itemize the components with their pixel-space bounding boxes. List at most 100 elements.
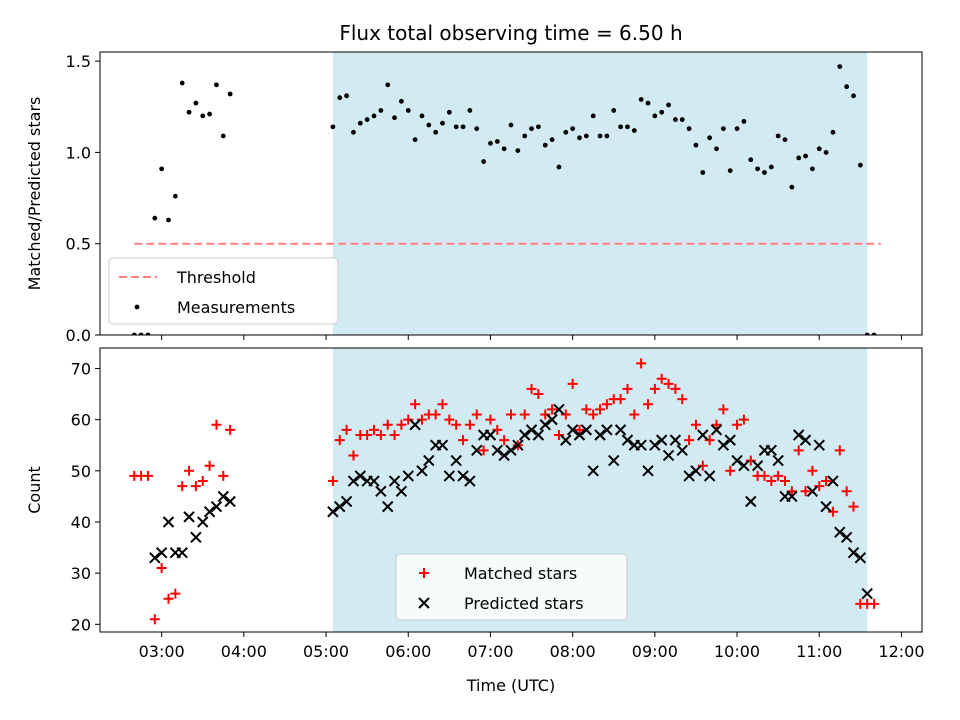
data-point	[725, 465, 736, 476]
data-point	[844, 84, 850, 90]
data-point	[540, 409, 551, 420]
data-point	[142, 470, 153, 481]
legend-handle	[419, 568, 429, 578]
data-point	[488, 140, 493, 146]
data-point	[649, 439, 661, 451]
figure-title: Flux total observing time = 6.50 h	[339, 21, 682, 45]
plot-area	[131, 64, 881, 335]
data-point	[792, 429, 805, 441]
data-point	[381, 500, 394, 513]
data-point	[138, 332, 144, 335]
data-point	[793, 445, 804, 456]
data-point	[464, 419, 475, 430]
data-point	[225, 424, 236, 435]
data-point	[840, 531, 853, 544]
data-point	[738, 459, 750, 472]
data-point	[522, 133, 528, 139]
data-point	[871, 332, 877, 335]
data-point	[478, 445, 489, 456]
data-point	[508, 122, 514, 128]
data-point	[471, 444, 483, 457]
x-tick-label: 10:00	[714, 642, 760, 661]
data-point	[816, 146, 822, 152]
data-point	[519, 409, 530, 420]
data-point	[775, 133, 781, 139]
data-point	[676, 444, 688, 457]
data-point	[796, 155, 802, 161]
data-point	[131, 332, 137, 335]
legend: Matched stars Predicted stars	[395, 553, 628, 621]
data-point	[727, 168, 733, 174]
data-point	[703, 470, 716, 482]
data-point	[635, 439, 647, 451]
data-point	[588, 409, 599, 420]
data-point	[402, 470, 414, 482]
data-point	[583, 133, 589, 139]
data-point	[553, 429, 564, 440]
data-point	[348, 450, 359, 461]
data-point	[813, 439, 825, 451]
data-point	[145, 332, 151, 335]
plot-area	[129, 358, 880, 625]
data-point	[207, 111, 213, 117]
data-point	[652, 113, 658, 119]
x-tick-label: 04:00	[221, 642, 267, 661]
y-tick-label: 30	[71, 564, 91, 583]
data-point	[193, 100, 199, 106]
data-point	[539, 419, 551, 431]
data-point	[638, 97, 644, 102]
data-point	[697, 460, 708, 471]
series-predicted-stars	[149, 403, 873, 600]
data-point	[149, 614, 160, 625]
data-point	[172, 193, 178, 199]
data-point	[590, 113, 596, 119]
axes-frame	[99, 347, 923, 633]
data-point	[724, 434, 736, 446]
data-point	[659, 109, 665, 115]
data-point	[608, 454, 620, 467]
data-point	[643, 399, 653, 410]
data-point	[190, 531, 202, 544]
data-point	[529, 126, 534, 132]
data-point	[670, 383, 681, 394]
y-tick-label: 40	[71, 513, 91, 532]
data-point	[340, 495, 353, 508]
data-point	[203, 506, 216, 518]
data-point	[806, 485, 819, 497]
x-tick-label: 03:00	[139, 642, 185, 661]
data-point	[629, 409, 640, 420]
observing-window-band	[332, 52, 868, 335]
data-point	[686, 126, 692, 132]
data-point	[864, 332, 870, 335]
data-point	[334, 435, 345, 446]
data-point	[625, 124, 630, 130]
data-point	[354, 470, 367, 482]
data-point	[666, 102, 671, 108]
data-point	[471, 409, 482, 420]
data-point	[344, 93, 349, 99]
data-point	[474, 126, 480, 132]
data-point	[499, 435, 510, 446]
data-point	[755, 166, 760, 172]
data-point	[601, 424, 613, 436]
y-tick-label: 1.0	[66, 143, 91, 162]
data-point	[162, 516, 175, 528]
data-point	[614, 424, 627, 436]
data-point	[553, 403, 565, 416]
data-point	[673, 117, 678, 122]
data-point	[437, 399, 448, 410]
data-point	[563, 129, 569, 135]
data-point	[645, 100, 651, 106]
data-point	[410, 399, 421, 410]
data-point	[595, 404, 606, 415]
x-tick-label: 09:00	[632, 642, 678, 661]
data-point	[834, 526, 846, 538]
data-point	[847, 546, 860, 559]
data-point	[532, 429, 545, 441]
data-point	[364, 117, 370, 122]
data-point	[837, 64, 843, 70]
data-point	[443, 470, 456, 482]
data-point	[566, 424, 579, 436]
data-point	[218, 470, 229, 481]
